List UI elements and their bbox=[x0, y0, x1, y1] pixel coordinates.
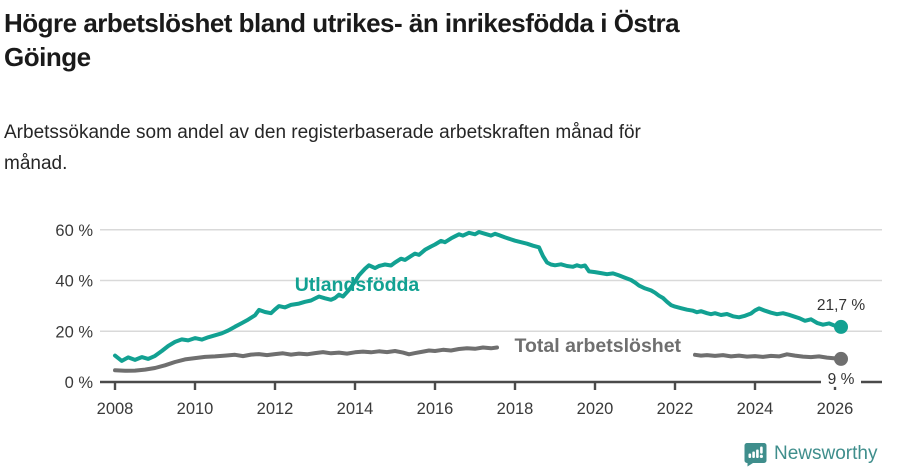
x-tick-label-2012: 2012 bbox=[257, 400, 294, 418]
series-end-dot-total-arbetsl-shet bbox=[834, 351, 848, 366]
y-tick-label-20: 20 % bbox=[55, 323, 93, 341]
series-end-value-utlandsf-dda: 21,7 % bbox=[817, 297, 865, 314]
series-end-value-total-arbetsl-shet: 9 % bbox=[828, 371, 855, 388]
chart-subtitle-line1: Arbetssökande som andel av den registerb… bbox=[4, 122, 641, 143]
chart-subtitle-line2: månad. bbox=[4, 153, 68, 174]
series-end-value-bg-total-arbetsl-shet bbox=[821, 369, 861, 387]
x-tick-label-2026: 2026 bbox=[817, 400, 854, 418]
brand-footer: Newsworthy bbox=[744, 441, 877, 467]
x-tick-label-2022: 2022 bbox=[657, 400, 694, 418]
page-title: Högre arbetslöshet bland utrikes- än inr… bbox=[4, 6, 884, 74]
x-tick-label-2010: 2010 bbox=[177, 400, 214, 418]
x-tick-label-2018: 2018 bbox=[497, 400, 534, 418]
newsworthy-logo-icon bbox=[744, 442, 767, 466]
series-label-utlandsf-dda: Utlandsfödda bbox=[295, 274, 420, 296]
series-line-total-arbetsl-shet-1 bbox=[693, 352, 843, 361]
series-label-total-arbetsl-shet: Total arbetslöshet bbox=[515, 335, 682, 357]
series-line-utlandsf-dda bbox=[113, 230, 843, 363]
x-tick-label-2016: 2016 bbox=[417, 400, 454, 418]
x-tick-label-2014: 2014 bbox=[337, 400, 374, 418]
chart-subtitle: Arbetssökande som andel av den registerb… bbox=[4, 117, 884, 179]
brand-name: Newsworthy bbox=[774, 443, 878, 464]
y-tick-label-40: 40 % bbox=[55, 273, 93, 291]
x-tick-label-2020: 2020 bbox=[577, 400, 614, 418]
y-tick-label-0: 0 % bbox=[65, 374, 94, 392]
series-line-total-arbetsl-shet bbox=[113, 345, 499, 373]
y-tick-label-60: 60 % bbox=[55, 222, 93, 240]
x-tick-label-2008: 2008 bbox=[97, 400, 134, 418]
series-end-dot-utlandsf-dda bbox=[834, 319, 848, 334]
page-title-line2: Göinge bbox=[4, 42, 91, 72]
x-tick-label-2024: 2024 bbox=[737, 400, 774, 418]
page-title-line1: Högre arbetslöshet bland utrikes- än inr… bbox=[4, 8, 680, 38]
